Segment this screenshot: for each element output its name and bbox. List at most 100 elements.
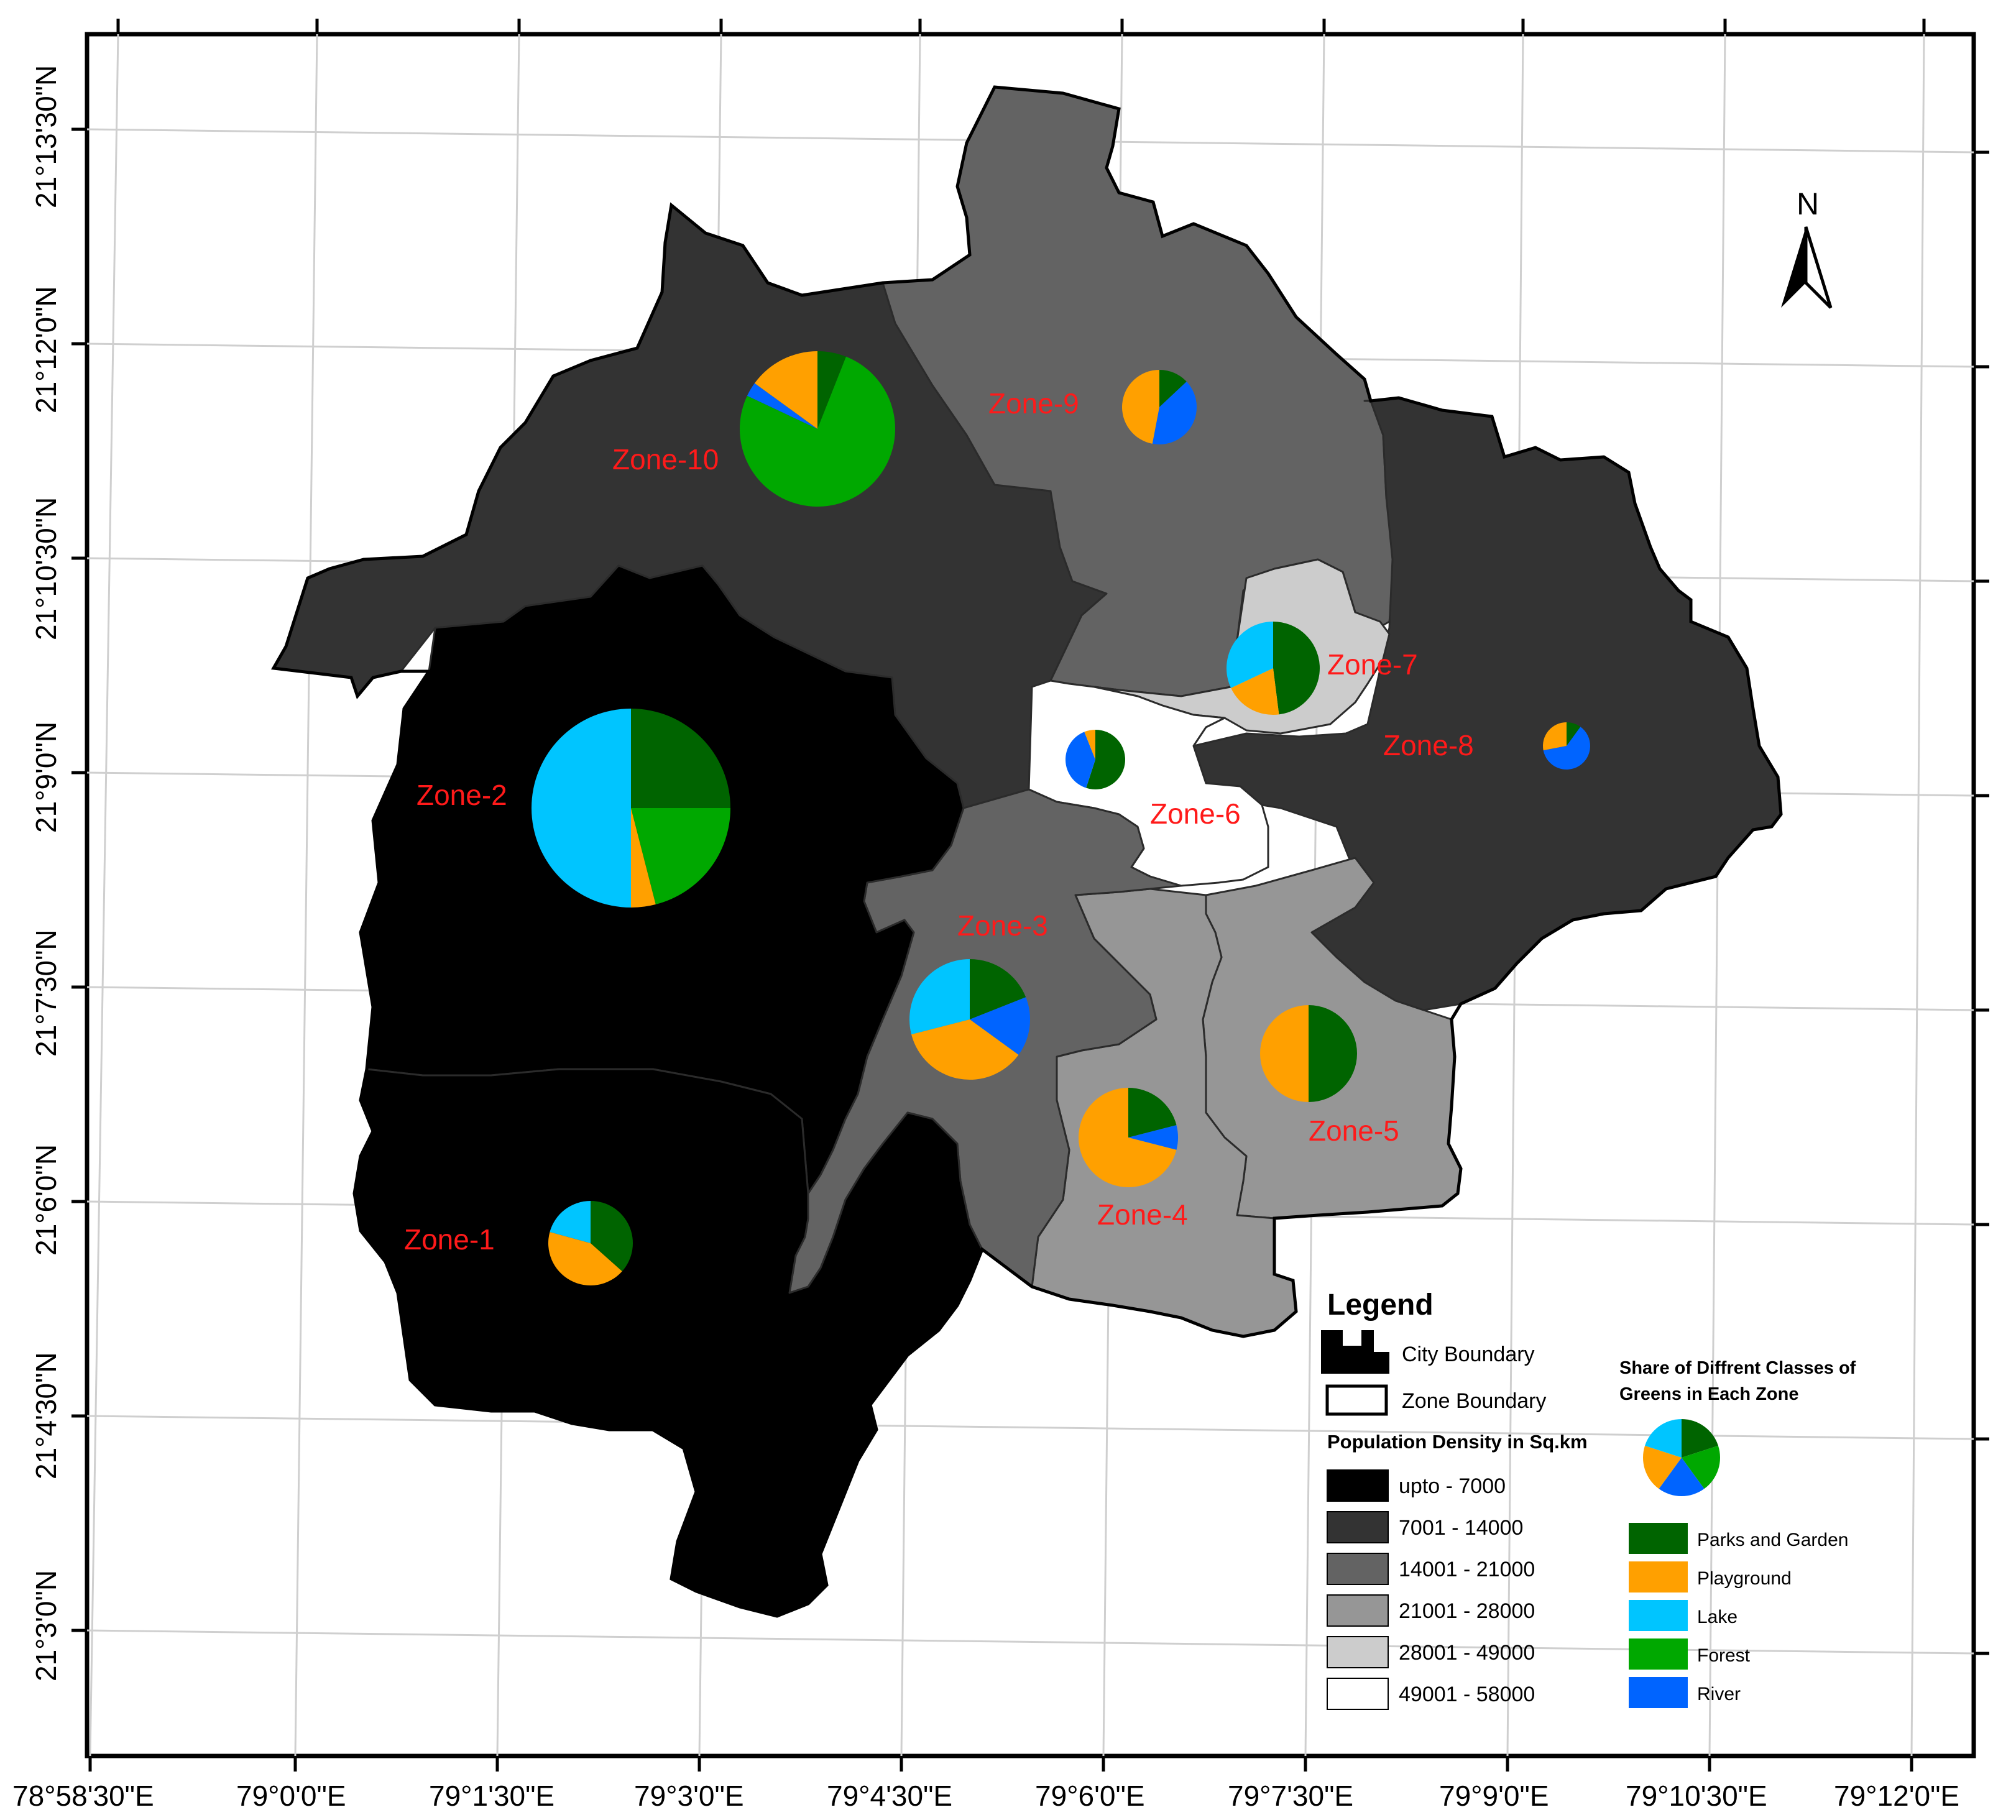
zone-10-slice-river bbox=[747, 383, 817, 429]
zone-6-slice-playground bbox=[1084, 730, 1095, 760]
density-label-2: 7001 - 14000 bbox=[1399, 1516, 1523, 1540]
zone-label-5: Zone-5 bbox=[1309, 1115, 1399, 1147]
density-swatch-4 bbox=[1327, 1594, 1389, 1627]
zone-boundary-swatch bbox=[1325, 1384, 1388, 1416]
zone-7-slice-parks bbox=[1273, 622, 1320, 715]
frame-ticks bbox=[71, 19, 1989, 1772]
density-swatch-1 bbox=[1327, 1469, 1389, 1502]
green-swatch-forest bbox=[1629, 1638, 1688, 1670]
north-label: N bbox=[1797, 186, 1819, 221]
zone-4-pie[interactable] bbox=[1079, 1088, 1178, 1187]
longitude-labels: 78°58'30"E 79°0'0"E 79°1'30"E 79°3'0"E 7… bbox=[12, 1780, 1959, 1812]
lon-label-6: 79°7'30"E bbox=[1228, 1780, 1353, 1812]
zone-3-slice-lake bbox=[909, 959, 970, 1035]
legend-pie-slice-river bbox=[1659, 1458, 1705, 1496]
lon-label-2: 79°1'30"E bbox=[429, 1780, 555, 1812]
legend-sample-pie bbox=[1643, 1419, 1720, 1496]
density-swatch-5 bbox=[1327, 1636, 1389, 1668]
zone-2-slice-parks bbox=[631, 709, 730, 808]
zone-7-pie[interactable] bbox=[1226, 622, 1320, 715]
zone-4-slice-river bbox=[1128, 1125, 1178, 1150]
zone-8-slice-parks bbox=[1567, 722, 1581, 746]
green-label-parks: Parks and Garden bbox=[1697, 1530, 1848, 1550]
legend-density-title: Population Density in Sq.km bbox=[1327, 1431, 1588, 1453]
zone-8-slice-river bbox=[1543, 727, 1590, 770]
density-swatch-2 bbox=[1327, 1511, 1389, 1543]
zone-label-3: Zone-3 bbox=[957, 909, 1048, 942]
zone-label-4: Zone-4 bbox=[1097, 1198, 1188, 1231]
zone-5-slice-parks bbox=[1309, 1005, 1357, 1102]
lon-label-0: 78°58'30"E bbox=[12, 1780, 154, 1812]
density-swatch-6 bbox=[1327, 1678, 1389, 1710]
zone-2-slice-forest bbox=[631, 808, 730, 904]
legend-share-title-2: Greens in Each Zone bbox=[1619, 1384, 1798, 1404]
zone-label-2: Zone-2 bbox=[417, 779, 507, 811]
city-boundary-swatch bbox=[1321, 1330, 1389, 1374]
legend-pie-slice-lake bbox=[1645, 1419, 1682, 1458]
lon-label-1: 79°0'0"E bbox=[236, 1780, 346, 1812]
zone-9-slice-river bbox=[1152, 381, 1197, 445]
zone-9-slice-playground bbox=[1121, 370, 1159, 444]
lon-label-4: 79°4'30"E bbox=[827, 1780, 952, 1812]
lat-label-6: 21°4'30"N bbox=[30, 1352, 62, 1479]
zone-10-slice-forest bbox=[740, 356, 896, 507]
legend-title: Legend bbox=[1327, 1289, 1434, 1321]
legend-city-boundary: City Boundary bbox=[1402, 1343, 1535, 1366]
zone-10-slice-playground bbox=[754, 351, 817, 429]
zone-2-pie[interactable] bbox=[532, 709, 730, 908]
zone-5-pie[interactable] bbox=[1260, 1005, 1357, 1102]
zone-4-slice-parks bbox=[1128, 1088, 1177, 1138]
green-label-forest: Forest bbox=[1697, 1645, 1751, 1666]
density-label-3: 14001 - 21000 bbox=[1399, 1558, 1535, 1581]
zone-1-pie[interactable] bbox=[548, 1201, 633, 1285]
density-label-1: upto - 7000 bbox=[1399, 1474, 1506, 1498]
lon-label-7: 79°9'0"E bbox=[1439, 1780, 1549, 1812]
zone-10-pie[interactable] bbox=[740, 351, 896, 507]
zone-3-slice-parks bbox=[970, 959, 1026, 1019]
zone-3-slice-river bbox=[970, 997, 1030, 1055]
zone-2-slice-playground bbox=[631, 808, 656, 908]
lat-label-2: 21°10'30"N bbox=[30, 497, 62, 640]
green-swatch-lake bbox=[1629, 1600, 1688, 1631]
legend-pie-slice-forest bbox=[1682, 1445, 1720, 1489]
zone-6-pie[interactable] bbox=[1066, 730, 1125, 789]
green-swatch-river bbox=[1629, 1677, 1688, 1708]
zone-label-8: Zone-8 bbox=[1383, 729, 1474, 761]
zone-7-slice-playground bbox=[1231, 668, 1279, 715]
density-label-5: 28001 - 49000 bbox=[1399, 1641, 1535, 1665]
lon-label-5: 79°6'0"E bbox=[1035, 1780, 1145, 1812]
legend: Legend City Boundary Zone Boundary Popul… bbox=[1321, 1289, 1856, 1710]
north-arrow: N bbox=[1781, 186, 1833, 309]
lat-label-3: 21°9'0"N bbox=[30, 722, 62, 833]
lon-label-8: 79°10'30"E bbox=[1626, 1780, 1767, 1812]
zone-label-7: Zone-7 bbox=[1327, 648, 1418, 681]
zone-2-slice-lake bbox=[532, 709, 631, 908]
legend-share-title-1: Share of Diffrent Classes of bbox=[1619, 1358, 1856, 1378]
zone-9-slice-parks bbox=[1159, 370, 1187, 407]
zone-label-10: Zone-10 bbox=[612, 443, 719, 476]
lon-label-3: 79°3'0"E bbox=[634, 1780, 744, 1812]
legend-pie-slice-playground bbox=[1643, 1445, 1682, 1489]
zone-8-pie[interactable] bbox=[1543, 722, 1590, 770]
density-label-4: 21001 - 28000 bbox=[1399, 1599, 1535, 1623]
zone-3-slice-playground bbox=[911, 1019, 1019, 1080]
zone-1-slice-parks bbox=[591, 1201, 633, 1272]
zone-9-pie[interactable] bbox=[1121, 370, 1197, 445]
density-label-6: 49001 - 58000 bbox=[1399, 1683, 1535, 1706]
zone-5-slice-playground bbox=[1260, 1005, 1309, 1102]
zone-1-slice-lake bbox=[550, 1201, 591, 1243]
zone-8-slice-playground bbox=[1543, 722, 1567, 751]
legend-zone-boundary: Zone Boundary bbox=[1402, 1389, 1547, 1413]
north-arrow-icon bbox=[1781, 227, 1806, 308]
zone-1-slice-playground bbox=[548, 1231, 622, 1285]
zone-3-pie[interactable] bbox=[909, 959, 1030, 1080]
zone-6-slice-parks bbox=[1086, 730, 1125, 789]
lat-label-0: 21°13'30"N bbox=[30, 65, 62, 208]
zone-label-1: Zone-1 bbox=[404, 1223, 495, 1256]
zone-10-slice-parks bbox=[817, 351, 847, 429]
density-swatch-3 bbox=[1327, 1553, 1389, 1585]
city-boundary bbox=[270, 85, 1783, 1618]
lat-label-7: 21°3'0"N bbox=[30, 1570, 62, 1681]
green-swatch-parks bbox=[1629, 1523, 1688, 1554]
